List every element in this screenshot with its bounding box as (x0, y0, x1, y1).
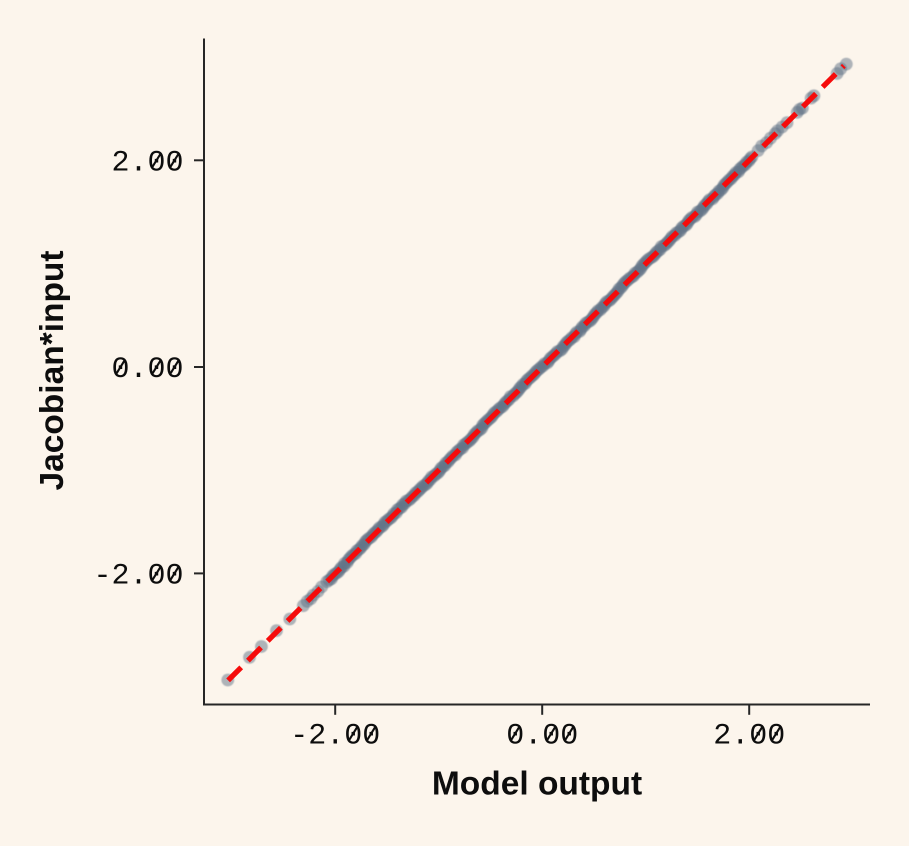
svg-text:Model output: Model output (432, 766, 642, 803)
svg-text:Jacobian*input: Jacobian*input (34, 250, 71, 490)
svg-text:-2.00: -2.00 (290, 720, 380, 754)
svg-text:-2.00: -2.00 (93, 559, 183, 593)
